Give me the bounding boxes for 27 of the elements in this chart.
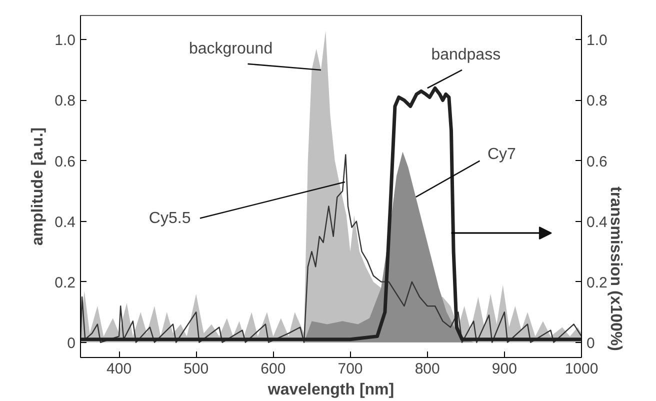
y-tick-label: 0 — [67, 334, 76, 352]
x-tick-label: 500 — [184, 360, 209, 378]
y-tick-label: 0.2 — [54, 274, 76, 292]
x-tick-label: 400 — [106, 360, 132, 378]
y-tick-label: 0.4 — [54, 214, 76, 231]
annotation: bandpass — [431, 46, 501, 64]
y2-tick-label: 0.4 — [586, 214, 608, 231]
y2-tick-label: 0.2 — [586, 274, 608, 292]
y2-tick-label: 1.0 — [586, 32, 608, 50]
x-tick-label: 600 — [260, 360, 286, 378]
y-tick-label: 0.8 — [54, 92, 76, 110]
annotation: background — [188, 40, 273, 58]
y-tick-label: 0.6 — [54, 153, 76, 170]
x-tick-label: 900 — [492, 360, 517, 378]
annotation: Cy5.5 — [148, 210, 191, 227]
x-tick-label: 800 — [414, 360, 440, 378]
y-axis-title: amplitude [a.u.] — [30, 127, 47, 246]
line-series — [80, 86, 582, 342]
x-axis-title: wavelength [nm] — [266, 382, 394, 398]
x-tick-label: 700 — [338, 360, 363, 378]
annotation: Cy7 — [487, 146, 516, 164]
y-tick-label: 1.0 — [54, 32, 76, 50]
x-tick-label: 1000 — [564, 360, 598, 378]
y2-tick-label: 0.8 — [586, 92, 608, 110]
y2-tick-label: 0.6 — [586, 153, 608, 170]
y2-tick-label: 0 — [586, 334, 595, 352]
y2-axis-title: transmission (x100%) — [606, 186, 624, 352]
